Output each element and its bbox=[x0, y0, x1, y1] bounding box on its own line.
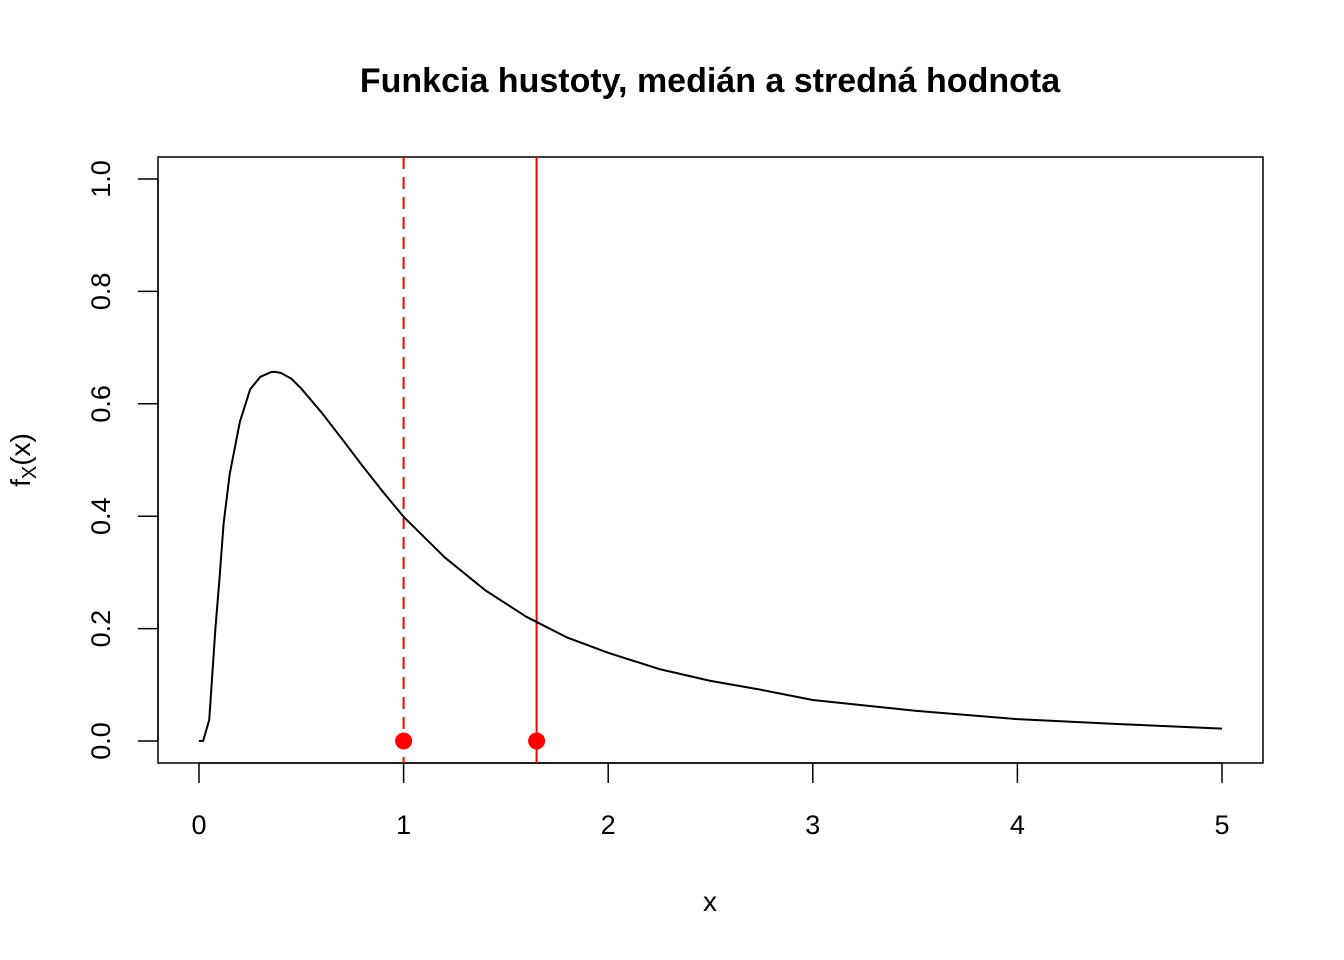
plot-content bbox=[198, 157, 1223, 763]
y-axis-label-main: f bbox=[5, 479, 36, 487]
x-tick-label: 2 bbox=[601, 810, 616, 840]
y-tick-label: 1.0 bbox=[86, 160, 116, 198]
x-tick-label: 1 bbox=[396, 810, 411, 840]
x-tick-label: 0 bbox=[191, 810, 206, 840]
y-tick-label: 0.8 bbox=[86, 273, 116, 311]
y-axis-label-subscript: X bbox=[19, 466, 41, 479]
y-tick-label: 0.2 bbox=[86, 610, 116, 648]
x-axis: 0 1 2 3 4 5 bbox=[191, 762, 1230, 840]
x-axis-label: x bbox=[703, 886, 717, 917]
chart-title: Funkcia hustoty, medián a stredná hodnot… bbox=[360, 62, 1061, 100]
y-tick-label: 0.0 bbox=[86, 722, 116, 760]
y-tick-label: 0.4 bbox=[86, 497, 116, 535]
y-axis: 0.0 0.2 0.4 0.6 0.8 1.0 bbox=[86, 160, 159, 760]
x-tick-label: 5 bbox=[1214, 810, 1229, 840]
x-tick-label: 4 bbox=[1010, 810, 1025, 840]
y-tick-label: 0.6 bbox=[86, 385, 116, 423]
density-curve bbox=[198, 370, 1223, 742]
plot-area-frame bbox=[157, 156, 1264, 764]
marker-point bbox=[395, 732, 413, 750]
x-tick-label: 3 bbox=[805, 810, 820, 840]
marker-point bbox=[528, 732, 546, 750]
y-axis-label-suffix: (x) bbox=[5, 433, 36, 466]
y-axis-label: fX(x) bbox=[5, 433, 41, 487]
